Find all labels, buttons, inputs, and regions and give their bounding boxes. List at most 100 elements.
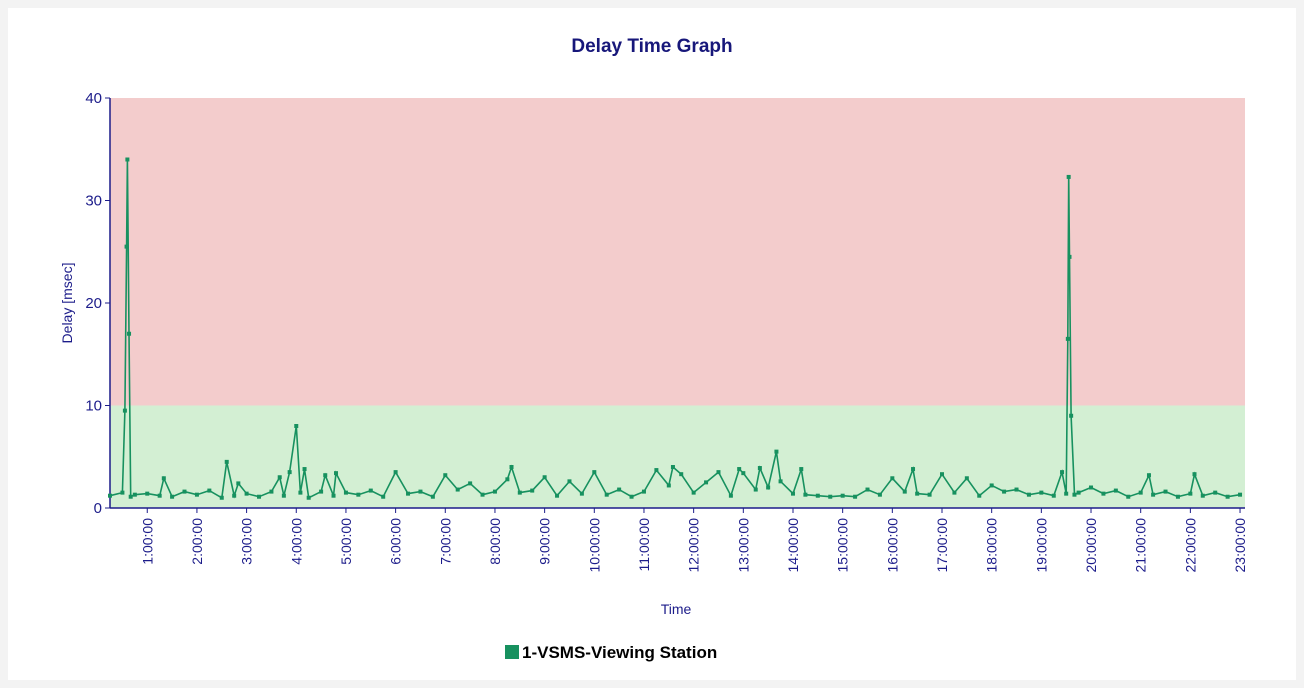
data-point [670, 465, 675, 469]
data-point [356, 492, 361, 497]
data-point [1238, 492, 1243, 497]
data-point [555, 493, 560, 498]
data-point [124, 244, 129, 249]
data-point [1026, 492, 1031, 497]
data-point [1225, 494, 1230, 499]
data-point [455, 487, 460, 492]
data-point [617, 487, 622, 492]
data-point [1076, 490, 1081, 495]
data-point [480, 492, 485, 497]
data-point [654, 468, 659, 473]
threshold-band [110, 98, 1245, 406]
data-point [128, 494, 133, 499]
data-point [157, 493, 162, 498]
data-point [207, 488, 212, 493]
data-point [828, 494, 833, 499]
data-point [1188, 491, 1193, 496]
data-point [127, 331, 132, 336]
data-point [737, 467, 742, 472]
data-point [902, 489, 907, 494]
data-point [287, 470, 292, 475]
data-point [716, 470, 721, 475]
x-tick-label: 8:00:00 [487, 518, 503, 565]
data-point [877, 492, 882, 497]
y-axis-label: Delay [msec] [59, 263, 75, 344]
data-point [840, 493, 845, 498]
y-tick-label: 20 [85, 295, 102, 312]
data-point [145, 491, 150, 496]
data-point [1064, 491, 1069, 496]
data-point [567, 479, 572, 484]
data-point [170, 494, 175, 499]
data-point [927, 492, 932, 497]
data-point [1138, 490, 1143, 495]
data-point [890, 476, 895, 481]
x-tick-label: 13:00:00 [735, 518, 751, 573]
x-tick-label: 23:00:00 [1232, 518, 1248, 573]
chart-title: Delay Time Graph [571, 36, 732, 57]
data-point [343, 490, 348, 495]
x-tick-label: 4:00:00 [288, 518, 304, 565]
x-tick-label: 11:00:00 [636, 518, 652, 572]
data-point [161, 476, 166, 481]
data-point [815, 493, 820, 498]
data-point [1060, 470, 1065, 475]
data-point [1151, 492, 1156, 497]
data-point [853, 494, 858, 499]
x-axis-label: Time [661, 601, 692, 617]
data-point [691, 490, 696, 495]
data-point [629, 494, 634, 499]
x-tick-label: 18:00:00 [984, 518, 1000, 573]
data-point [108, 493, 112, 498]
data-point [182, 489, 187, 494]
legend-label: 1-VSMS-Viewing Station [522, 643, 717, 662]
data-point [911, 467, 916, 472]
data-point [1213, 490, 1218, 495]
data-point [331, 493, 336, 498]
data-point [319, 489, 324, 494]
data-point [1101, 491, 1106, 496]
x-tick-label: 1:00:00 [139, 518, 155, 565]
y-tick-label: 30 [85, 193, 102, 210]
data-point [1002, 489, 1007, 494]
data-point [381, 494, 386, 499]
data-point [125, 157, 130, 162]
data-point [298, 490, 303, 495]
data-point [1051, 493, 1056, 498]
x-tick-label: 3:00:00 [239, 518, 255, 565]
data-point [122, 408, 127, 413]
data-point [790, 491, 795, 496]
data-point [1066, 174, 1071, 179]
data-point [219, 495, 224, 500]
data-point [468, 481, 473, 486]
y-tick-label: 40 [85, 90, 102, 107]
data-point [257, 494, 262, 499]
data-point [952, 490, 957, 495]
data-point [666, 483, 671, 488]
data-point [989, 483, 994, 488]
data-point [430, 494, 435, 499]
x-tick-label: 16:00:00 [884, 518, 900, 573]
data-point [604, 492, 609, 497]
data-point [964, 476, 969, 481]
data-point [915, 491, 920, 496]
data-point [368, 488, 373, 493]
x-tick-label: 10:00:00 [586, 518, 602, 573]
data-point [277, 475, 282, 480]
data-point [641, 489, 646, 494]
data-point [194, 492, 199, 497]
x-tick-label: 15:00:00 [835, 518, 851, 573]
x-tick-label: 12:00:00 [686, 518, 702, 573]
data-point [334, 471, 339, 476]
x-tick-label: 22:00:00 [1182, 518, 1198, 573]
data-point [1039, 490, 1044, 495]
data-point [224, 459, 229, 464]
data-point [704, 480, 709, 485]
data-point [977, 493, 982, 498]
data-point [1126, 494, 1131, 499]
data-point [418, 489, 423, 494]
data-point [443, 473, 448, 478]
data-point [281, 493, 286, 498]
